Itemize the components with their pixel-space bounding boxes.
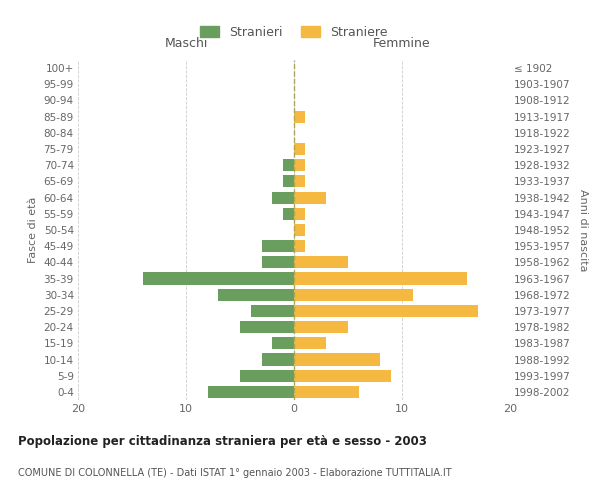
Bar [294, 159, 305, 172]
Bar [294, 176, 305, 188]
Bar [294, 370, 391, 382]
Bar [294, 272, 467, 284]
Bar [294, 110, 305, 122]
Y-axis label: Anni di nascita: Anni di nascita [578, 188, 587, 271]
Legend: Stranieri, Straniere: Stranieri, Straniere [197, 22, 391, 42]
Text: Popolazione per cittadinanza straniera per età e sesso - 2003: Popolazione per cittadinanza straniera p… [18, 435, 427, 448]
Bar [272, 338, 294, 349]
Bar [262, 240, 294, 252]
Bar [240, 321, 294, 333]
Bar [294, 224, 305, 236]
Bar [283, 176, 294, 188]
Text: Maschi: Maschi [164, 38, 208, 51]
Bar [283, 208, 294, 220]
Bar [294, 354, 380, 366]
Bar [294, 288, 413, 301]
Bar [251, 305, 294, 317]
Bar [283, 159, 294, 172]
Bar [294, 256, 348, 268]
Bar [294, 386, 359, 398]
Bar [294, 208, 305, 220]
Bar [294, 240, 305, 252]
Bar [143, 272, 294, 284]
Bar [240, 370, 294, 382]
Bar [294, 143, 305, 155]
Bar [272, 192, 294, 203]
Bar [294, 305, 478, 317]
Y-axis label: Fasce di età: Fasce di età [28, 197, 38, 263]
Bar [294, 338, 326, 349]
Bar [218, 288, 294, 301]
Bar [262, 354, 294, 366]
Bar [294, 321, 348, 333]
Bar [294, 192, 326, 203]
Bar [208, 386, 294, 398]
Text: COMUNE DI COLONNELLA (TE) - Dati ISTAT 1° gennaio 2003 - Elaborazione TUTTITALIA: COMUNE DI COLONNELLA (TE) - Dati ISTAT 1… [18, 468, 452, 477]
Text: Femmine: Femmine [373, 38, 431, 51]
Bar [262, 256, 294, 268]
